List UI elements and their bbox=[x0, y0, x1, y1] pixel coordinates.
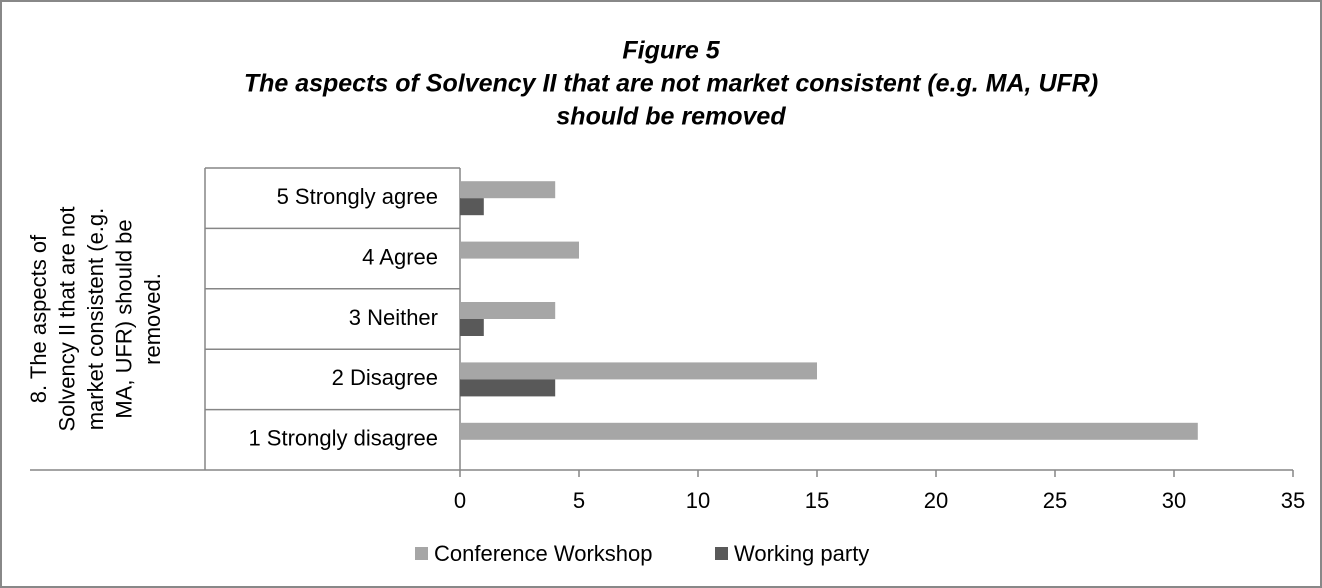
y-tick-label: 5 Strongly agree bbox=[277, 184, 438, 209]
x-tick-label: 30 bbox=[1162, 488, 1186, 513]
bar bbox=[460, 422, 1198, 440]
legend-label: Conference Workshop bbox=[434, 541, 653, 566]
x-tick-label: 5 bbox=[573, 488, 585, 513]
x-tick-label: 25 bbox=[1043, 488, 1067, 513]
bar bbox=[460, 181, 556, 199]
x-tick-label: 20 bbox=[924, 488, 948, 513]
y-tick-label: 3 Neither bbox=[349, 305, 438, 330]
chart-title: should be removed bbox=[556, 103, 786, 131]
y-axis-label-line: Solvency II that are not bbox=[54, 206, 79, 431]
y-tick-label: 1 Strongly disagree bbox=[248, 426, 438, 451]
x-tick-label: 15 bbox=[805, 488, 829, 513]
legend-swatch bbox=[715, 547, 728, 560]
legend-label: Working party bbox=[734, 541, 869, 566]
bar bbox=[460, 362, 817, 380]
y-axis-label-line: 8. The aspects of bbox=[26, 234, 51, 403]
bar bbox=[460, 379, 556, 397]
y-axis-label-line: market consistent (e.g. bbox=[83, 208, 108, 431]
y-axis-label: 8. The aspects of Solvency II that are no… bbox=[26, 206, 165, 431]
chart-title: Figure 5 bbox=[622, 37, 720, 65]
x-tick-label: 0 bbox=[454, 488, 466, 513]
y-axis-label-line: MA, UFR) should be bbox=[111, 219, 136, 418]
chart-title: The aspects of Solvency II that are not … bbox=[244, 70, 1098, 98]
bar bbox=[460, 319, 484, 336]
y-tick-label: 2 Disagree bbox=[332, 365, 438, 390]
x-tick-label: 10 bbox=[686, 488, 710, 513]
legend-swatch bbox=[415, 547, 428, 560]
y-axis-label-line: removed. bbox=[140, 273, 165, 365]
y-tick-label: 4 Agree bbox=[362, 244, 438, 269]
bar bbox=[460, 302, 556, 319]
bar bbox=[460, 198, 484, 216]
bar bbox=[460, 241, 579, 259]
x-tick-label: 35 bbox=[1281, 488, 1305, 513]
